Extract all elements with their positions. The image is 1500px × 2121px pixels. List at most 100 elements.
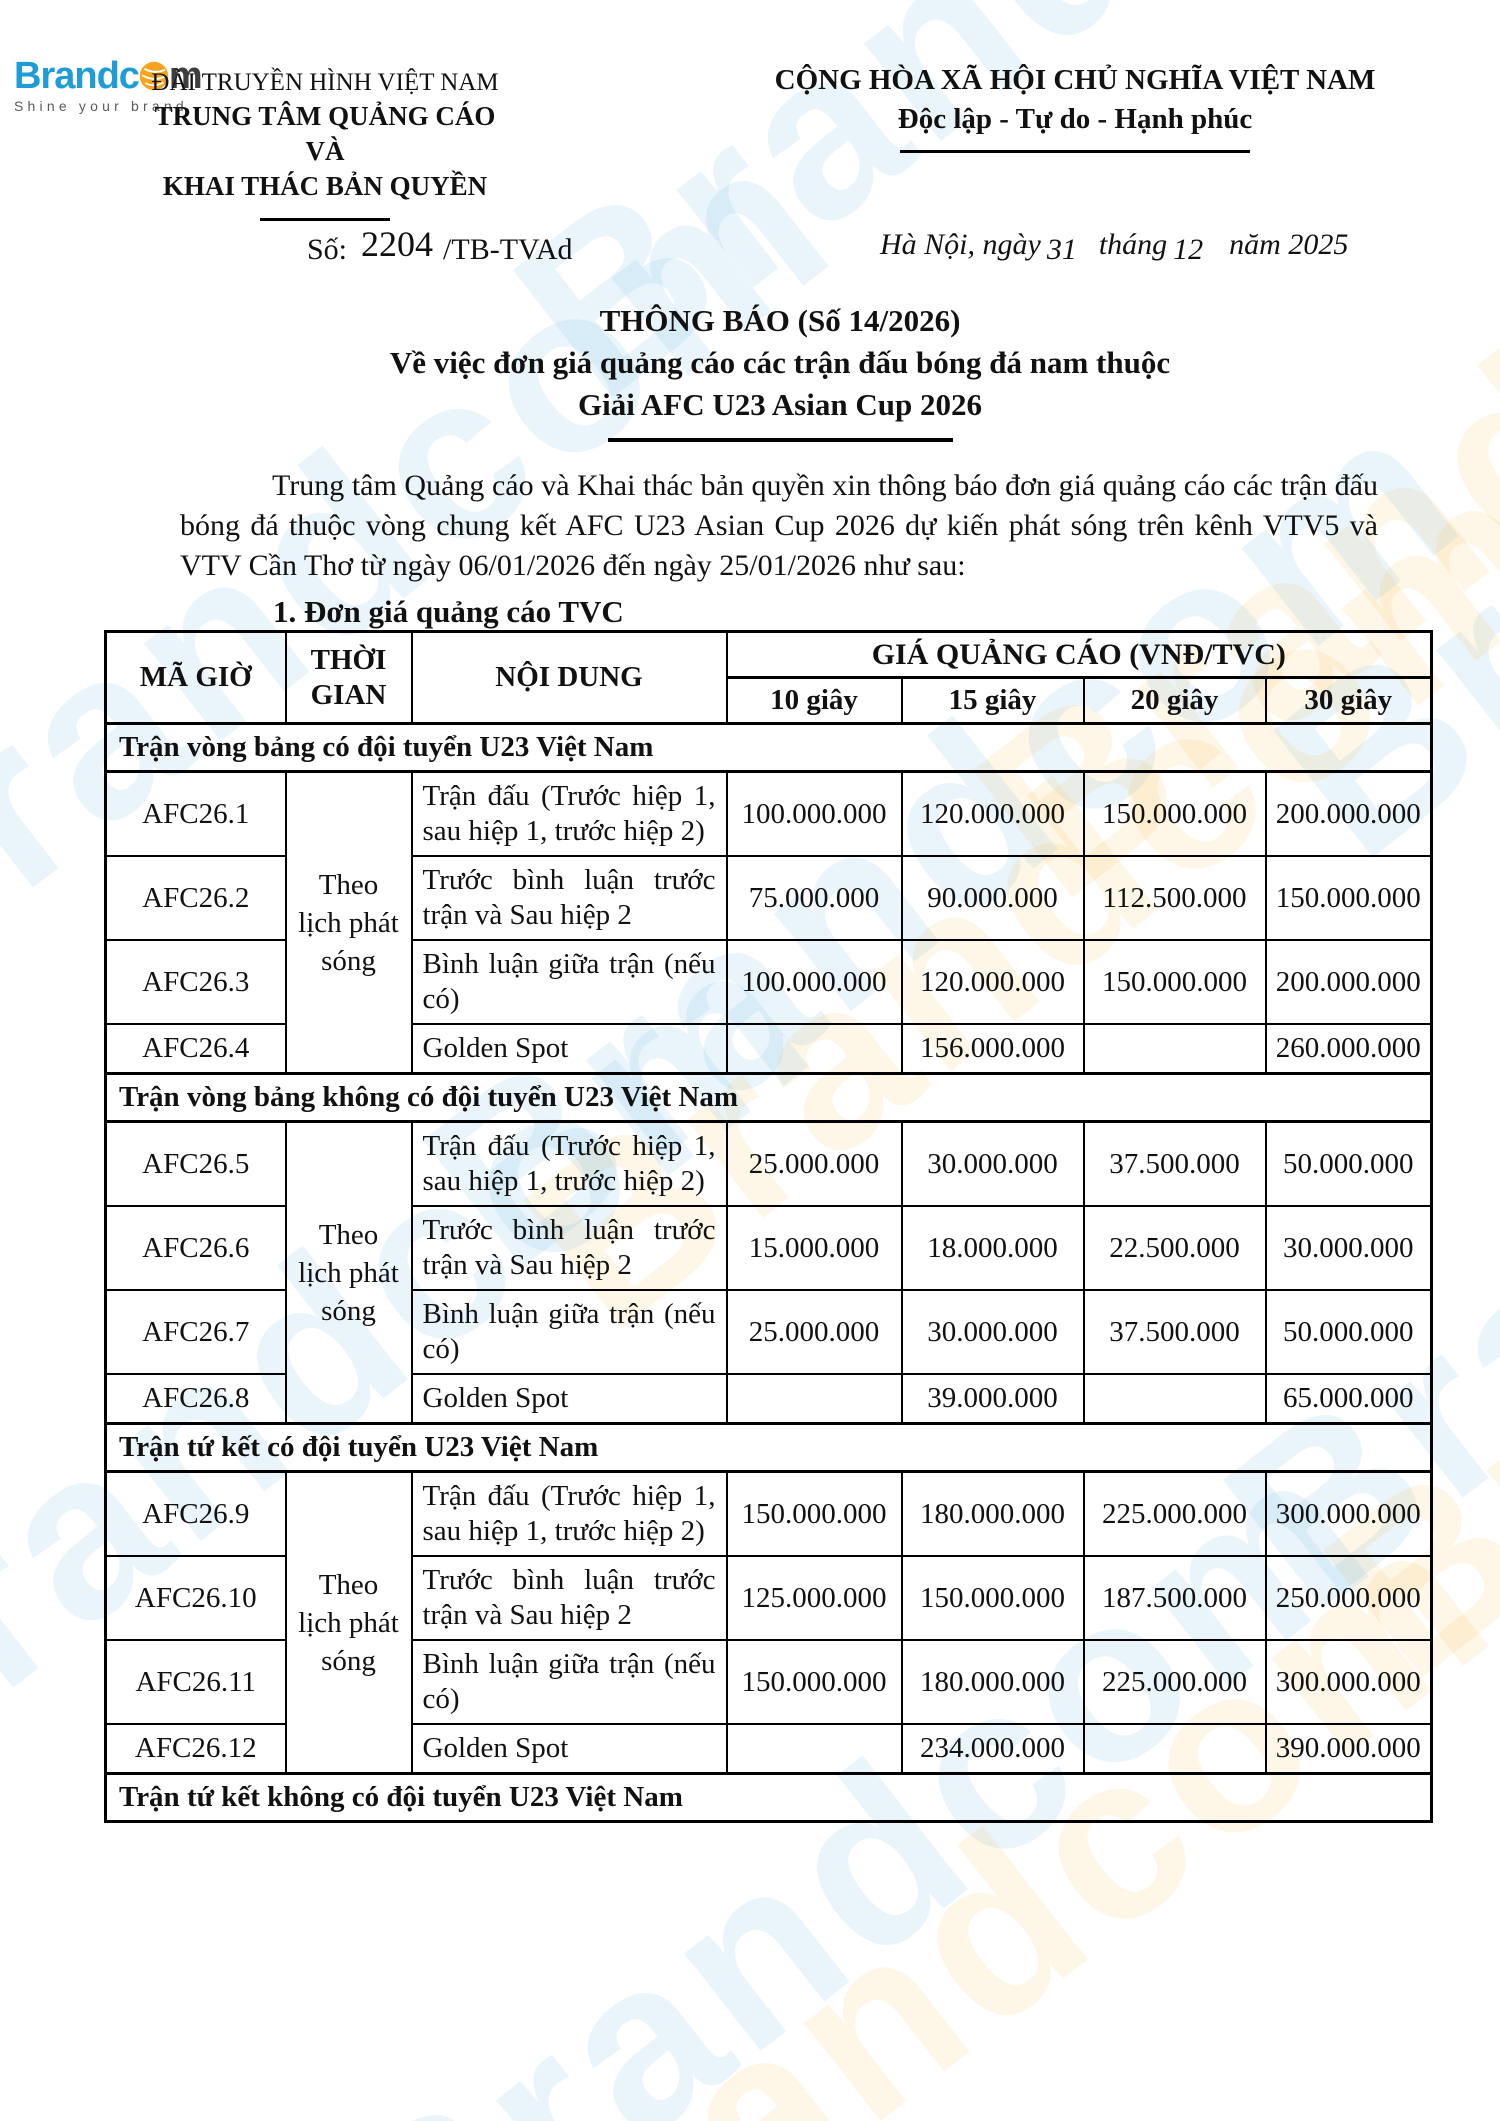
price-15s: 150.000.000 xyxy=(900,1555,1085,1641)
price-10s: 75.000.000 xyxy=(725,855,903,941)
table-row: AFC26.4 Golden Spot 156.000.000 260.000.… xyxy=(104,1023,1433,1075)
slot-code: AFC26.4 xyxy=(104,1023,287,1075)
broadcast-time: Theo lịch phát sóng xyxy=(284,1470,413,1775)
price-20s: 150.000.000 xyxy=(1082,939,1267,1025)
national-motto-line-2: Độc lập - Tự do - Hạnh phúc xyxy=(897,103,1253,135)
price-30s: 65.000.000 xyxy=(1264,1373,1433,1425)
date-day: 31 xyxy=(1046,233,1077,266)
slot-code: AFC26.8 xyxy=(104,1373,287,1425)
price-15s: 156.000.000 xyxy=(900,1023,1085,1075)
price-10s xyxy=(725,1023,903,1075)
section-title: Trận tứ kết có đội tuyển U23 Việt Nam xyxy=(104,1422,1433,1473)
price-30s: 50.000.000 xyxy=(1264,1289,1433,1375)
price-20s: 112.500.000 xyxy=(1082,855,1267,941)
price-10s: 15.000.000 xyxy=(725,1205,903,1291)
price-30s: 200.000.000 xyxy=(1264,939,1433,1025)
price-15s: 180.000.000 xyxy=(900,1639,1085,1725)
price-15s: 180.000.000 xyxy=(900,1470,1085,1557)
slot-content: Trước bình luận trước trận và Sau hiệp 2 xyxy=(410,855,728,941)
column-header-gia-quang-cao: GIÁ QUẢNG CÁO (VNĐ/TVC) xyxy=(725,630,1433,679)
price-20s: 225.000.000 xyxy=(1082,1639,1267,1725)
price-15s: 18.000.000 xyxy=(900,1205,1085,1291)
price-20s: 150.000.000 xyxy=(1082,770,1267,857)
divider-line xyxy=(260,218,390,221)
section-heading-tvc-prices: 1. Đơn giá quảng cáo TVC xyxy=(273,594,624,629)
price-20s xyxy=(1082,1373,1267,1425)
issuer-line-2: TRUNG TÂM QUẢNG CÁO VÀ xyxy=(154,101,496,166)
date-prefix: Hà Nội, ngày xyxy=(880,228,1041,261)
price-30s: 260.000.000 xyxy=(1264,1023,1433,1075)
table-row: AFC26.6 Trước bình luận trước trận và Sa… xyxy=(104,1205,1433,1291)
column-header-30s: 30 giây xyxy=(1264,676,1433,725)
document-number-suffix: /TB-TVAd xyxy=(443,233,573,266)
price-10s: 100.000.000 xyxy=(725,770,903,857)
price-20s xyxy=(1082,1723,1267,1775)
divider-line xyxy=(607,438,953,442)
slot-code: AFC26.2 xyxy=(104,855,287,941)
issuer-line-1: ĐÀI TRUYỀN HÌNH VIỆT NAM xyxy=(151,69,499,96)
title-line-3: Giải AFC U23 Asian Cup 2026 xyxy=(578,387,982,422)
table-row: AFC26.11 Bình luận giữa trận (nếu có) 15… xyxy=(104,1639,1433,1725)
tvc-price-table: MÃ GIỜ THỜI GIAN NỘI DUNG GIÁ QUẢNG CÁO … xyxy=(104,630,1434,1823)
date-month: 12 xyxy=(1173,233,1204,266)
price-20s xyxy=(1082,1023,1267,1075)
slot-content: Golden Spot xyxy=(410,1373,728,1425)
slot-content: Golden Spot xyxy=(410,1023,728,1075)
divider-line xyxy=(900,150,1250,153)
national-motto-line-1: CỘNG HÒA XÃ HỘI CHỦ NGHĨA VIỆT NAM xyxy=(774,64,1376,96)
slot-code: AFC26.1 xyxy=(104,770,287,857)
column-header-noi-dung: NỘI DUNG xyxy=(410,630,728,725)
table-row: AFC26.12 Golden Spot 234.000.000 390.000… xyxy=(104,1723,1433,1775)
price-20s: 22.500.000 xyxy=(1082,1205,1267,1291)
document-title: THÔNG BÁO (Số 14/2026) Về việc đơn giá q… xyxy=(180,300,1380,442)
column-header-10s: 10 giây xyxy=(725,676,903,725)
slot-content: Trận đấu (Trước hiệp 1, sau hiệp 1, trướ… xyxy=(410,1470,728,1557)
price-30s: 150.000.000 xyxy=(1264,855,1433,941)
brandcom-logo-wordmark: Brandc m xyxy=(14,56,203,96)
price-15s: 30.000.000 xyxy=(900,1289,1085,1375)
section-title: Trận vòng bảng không có đội tuyển U23 Vi… xyxy=(104,1072,1433,1123)
price-15s: 234.000.000 xyxy=(900,1723,1085,1775)
price-20s: 37.500.000 xyxy=(1082,1289,1267,1375)
table-row: AFC26.2 Trước bình luận trước trận và Sa… xyxy=(104,855,1433,941)
price-15s: 30.000.000 xyxy=(900,1120,1085,1207)
slot-code: AFC26.11 xyxy=(104,1639,287,1725)
price-30s: 300.000.000 xyxy=(1264,1470,1433,1557)
slot-content: Golden Spot xyxy=(410,1723,728,1775)
slot-code: AFC26.3 xyxy=(104,939,287,1025)
column-header-15s: 15 giây xyxy=(900,676,1085,725)
slot-code: AFC26.7 xyxy=(104,1289,287,1375)
document-number-label: Số: xyxy=(307,233,348,266)
slot-content: Trận đấu (Trước hiệp 1, sau hiệp 1, trướ… xyxy=(410,1120,728,1207)
logo-ball-icon xyxy=(139,61,169,91)
brandcom-logo: Brandc m Shine your brand xyxy=(14,56,203,114)
column-header-20s: 20 giây xyxy=(1082,676,1267,725)
price-10s: 125.000.000 xyxy=(725,1555,903,1641)
table-header-row-2: 10 giây 15 giây 20 giây 30 giây xyxy=(106,676,1433,725)
column-header-ma-gio: MÃ GIỜ xyxy=(104,630,287,725)
date-line: Hà Nội, ngày 31 tháng 12 năm 2025 xyxy=(880,228,1349,266)
table-row: AFC26.8 Golden Spot 39.000.000 65.000.00… xyxy=(104,1373,1433,1425)
table-row: AFC26.1 Theo lịch phát sóng Trận đấu (Tr… xyxy=(104,770,1433,1075)
price-15s: 90.000.000 xyxy=(900,855,1085,941)
slot-code: AFC26.10 xyxy=(104,1555,287,1641)
price-10s xyxy=(725,1373,903,1425)
slot-content: Trận đấu (Trước hiệp 1, sau hiệp 1, trướ… xyxy=(410,770,728,857)
section-title: Trận vòng bảng có đội tuyển U23 Việt Nam xyxy=(104,722,1433,773)
slot-content: Trước bình luận trước trận và Sau hiệp 2 xyxy=(410,1205,728,1291)
section-row: Trận vòng bảng có đội tuyển U23 Việt Nam xyxy=(104,722,1433,773)
issuer-line-3: KHAI THÁC BẢN QUYỀN xyxy=(162,171,488,201)
price-30s: 30.000.000 xyxy=(1264,1205,1433,1291)
table-row: AFC26.3 Bình luận giữa trận (nếu có) 100… xyxy=(104,939,1433,1025)
price-30s: 200.000.000 xyxy=(1264,770,1433,857)
slot-code: AFC26.5 xyxy=(104,1120,287,1207)
section-row: Trận tứ kết có đội tuyển U23 Việt Nam xyxy=(104,1422,1433,1473)
date-suffix: năm 2025 xyxy=(1229,228,1349,261)
column-header-thoi-gian: THỜI GIAN xyxy=(284,630,413,725)
section-row: Trận vòng bảng không có đội tuyển U23 Vi… xyxy=(104,1072,1433,1123)
price-10s: 150.000.000 xyxy=(725,1470,903,1557)
slot-code: AFC26.12 xyxy=(104,1723,287,1775)
table-header-row-1: MÃ GIỜ THỜI GIAN NỘI DUNG GIÁ QUẢNG CÁO … xyxy=(104,630,1433,725)
price-10s: 25.000.000 xyxy=(725,1120,903,1207)
